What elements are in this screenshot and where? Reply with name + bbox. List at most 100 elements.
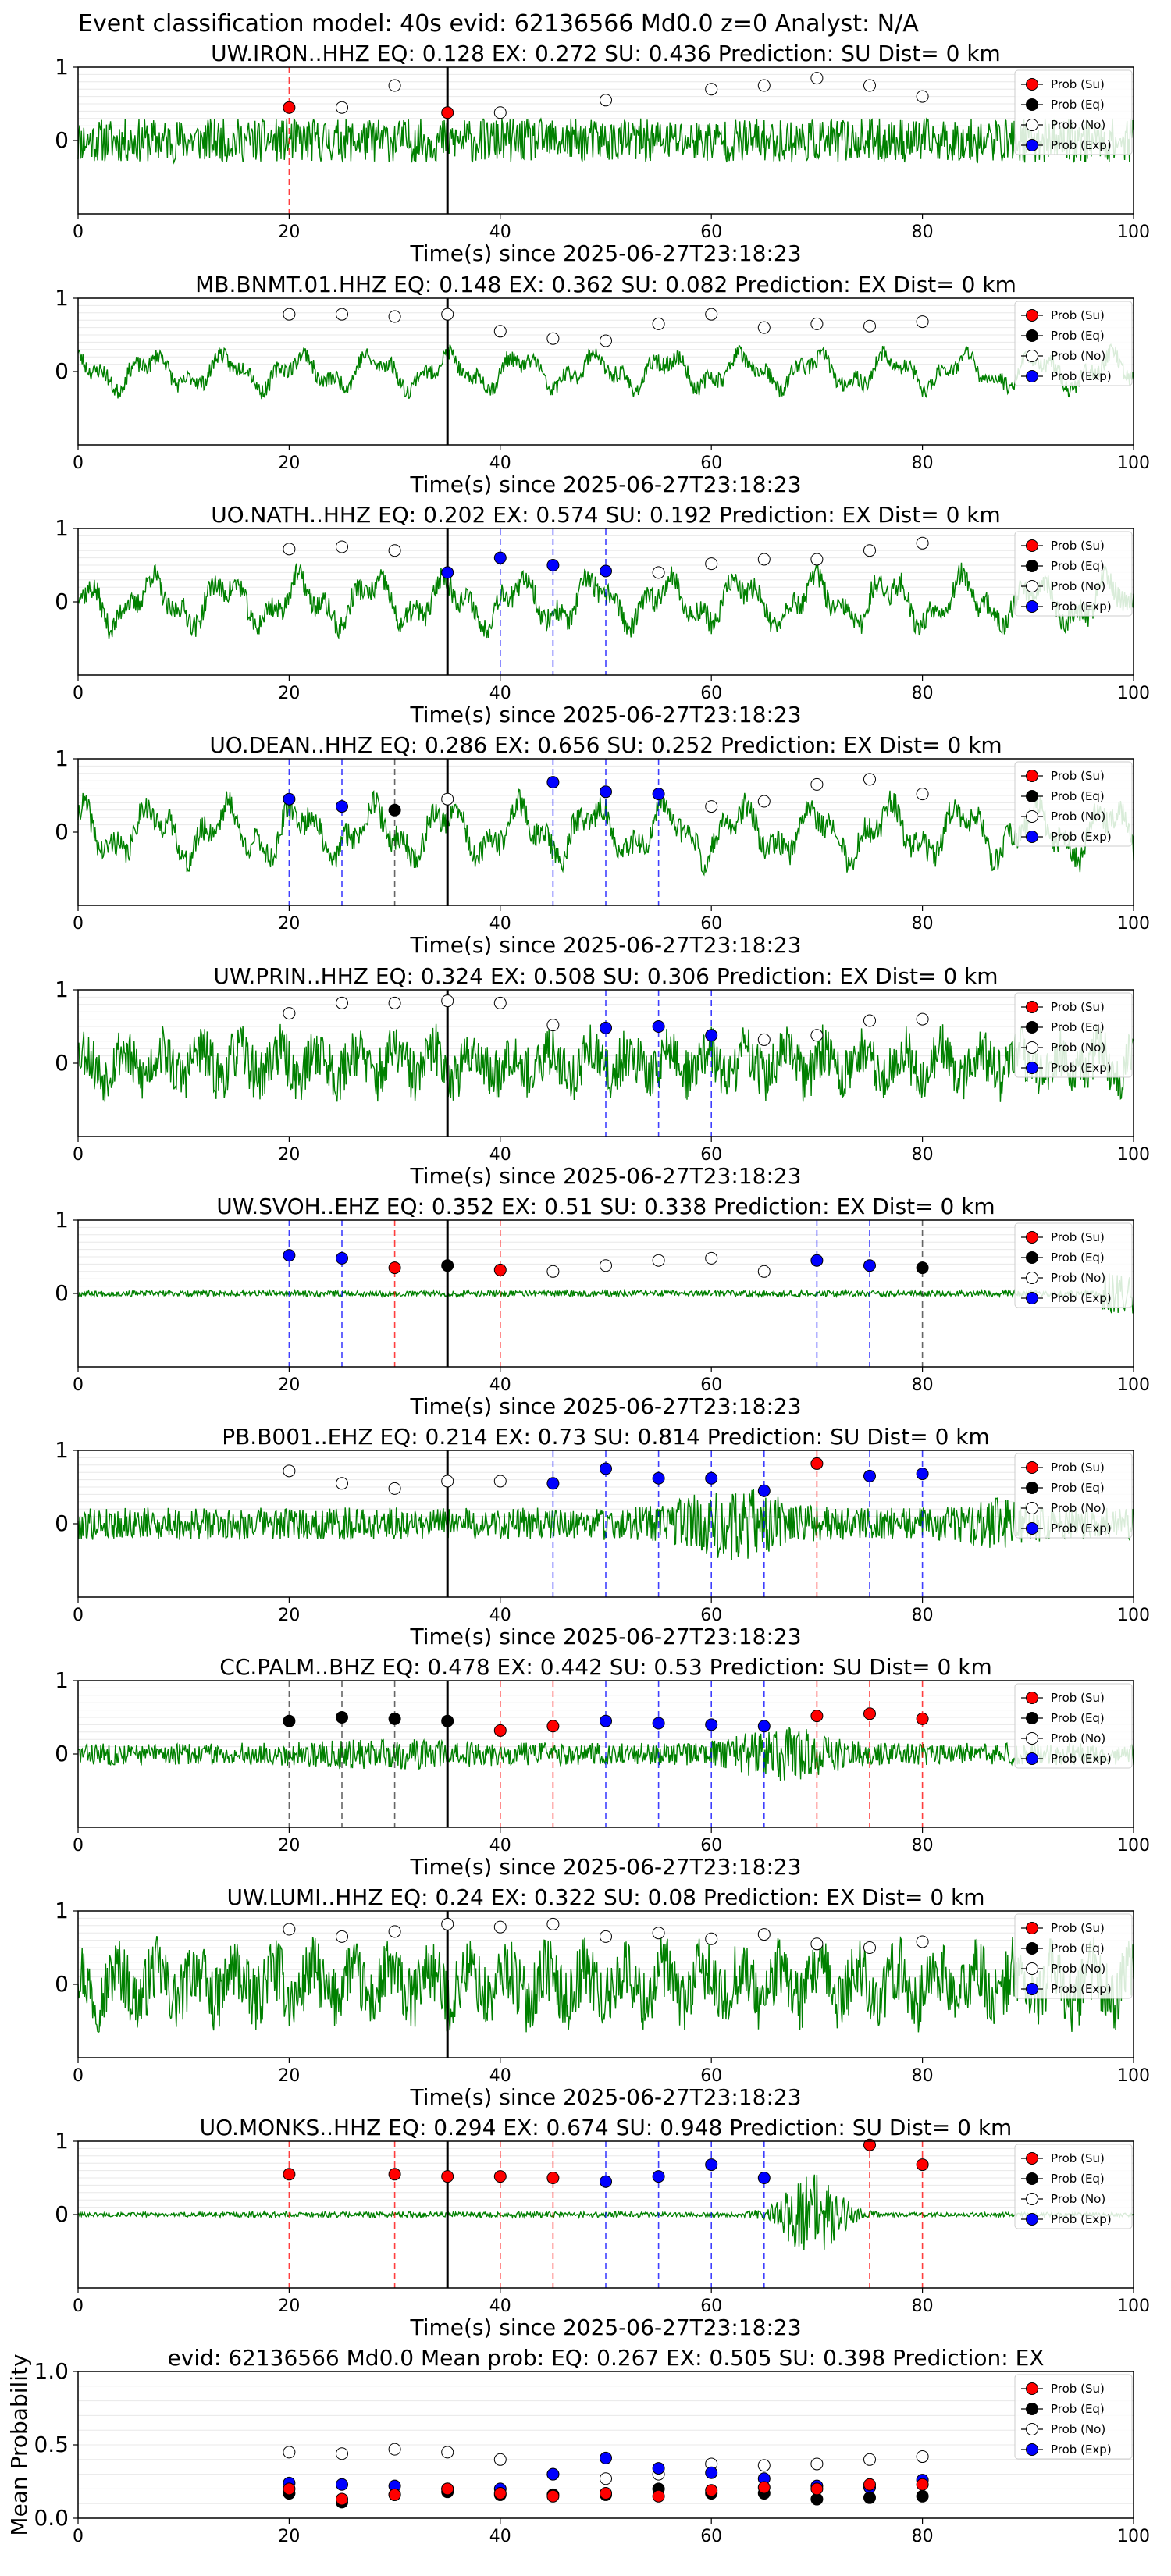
x-tick-label: 80 <box>912 914 934 934</box>
prob-point-eq <box>916 1261 929 1275</box>
prob-point-exp <box>336 1251 348 1265</box>
legend-label: Prob (No) <box>1051 2192 1105 2206</box>
axes-frame <box>77 1219 1134 1368</box>
y-tick-label: 0 <box>55 1510 69 1536</box>
y-tick-label: 0 <box>55 1971 69 1997</box>
legend-box <box>1014 531 1133 617</box>
prob-point-no <box>600 1259 612 1272</box>
y-tick-label: 1 <box>55 54 69 80</box>
x-tick-label: 80 <box>912 1145 934 1165</box>
legend-label: Prob (Exp) <box>1051 1982 1112 1996</box>
legend-marker <box>1026 1292 1038 1304</box>
legend-box <box>1014 2374 1133 2460</box>
x-axis-label: Time(s) since 2025-06-27T23:18:23 <box>409 1624 801 1649</box>
x-tick-label: 20 <box>278 2527 300 2546</box>
x-tick-label: 20 <box>278 1836 300 1856</box>
panel-title: MB.BNMT.01.HHZ EQ: 0.148 EX: 0.362 SU: 0… <box>195 272 1016 297</box>
prob-point-no <box>810 1029 824 1042</box>
prob-point-no <box>863 79 876 92</box>
mean-point-no <box>600 2472 612 2485</box>
panel-11: evid: 62136566 Md0.0 Mean prob: EQ: 0.26… <box>6 2345 1150 2546</box>
legend-label: Prob (Su) <box>1051 77 1105 91</box>
prob-point-exp <box>441 566 454 579</box>
prob-point-exp <box>493 551 507 564</box>
legend-marker <box>1026 810 1038 823</box>
prob-point-exp <box>705 1471 718 1485</box>
x-tick-label: 40 <box>489 1606 511 1625</box>
waveform-trace <box>77 343 1134 400</box>
prob-point-no <box>388 79 401 92</box>
prob-point-su <box>863 2138 876 2151</box>
prob-point-no <box>810 553 824 566</box>
legend-label: Prob (Eq) <box>1051 1020 1105 1034</box>
prob-point-no <box>705 800 718 813</box>
legend-marker <box>1026 2382 1038 2395</box>
prob-point-exp <box>757 2172 771 2184</box>
legend-marker <box>1026 1001 1038 1013</box>
y-tick-label: 1 <box>55 285 69 311</box>
x-tick-label: 60 <box>700 1836 722 1856</box>
axes-frame <box>77 2371 1134 2519</box>
axes-frame <box>77 2140 1134 2289</box>
legend-label: Prob (Su) <box>1051 2151 1105 2165</box>
y-tick-label: 1 <box>55 977 69 1002</box>
legend-marker <box>1026 139 1038 151</box>
legend-marker <box>1026 1752 1038 1765</box>
legend-label: Prob (Eq) <box>1051 329 1105 343</box>
mean-point-su <box>600 2487 612 2500</box>
legend-label: Prob (Su) <box>1051 1691 1105 1705</box>
panels-group: UW.IRON..HHZ EQ: 0.128 EX: 0.272 SU: 0.4… <box>6 41 1150 2546</box>
prob-point-no <box>916 1935 929 1948</box>
legend-marker <box>1026 1231 1038 1244</box>
legend-label: Prob (No) <box>1051 809 1105 824</box>
axes-frame <box>77 297 1134 446</box>
x-tick-label: 80 <box>912 2066 934 2086</box>
prob-point-exp <box>600 1021 612 1034</box>
y-tick-label: 0 <box>55 127 69 153</box>
prob-point-no <box>810 777 824 791</box>
legend-label: Prob (No) <box>1051 2422 1105 2436</box>
prob-point-no <box>441 1917 454 1930</box>
prob-point-exp <box>600 2175 612 2188</box>
panel-title: UW.SVOH..EHZ EQ: 0.352 EX: 0.51 SU: 0.33… <box>216 1194 995 1219</box>
mean-point-su <box>810 2482 824 2496</box>
prob-point-exp <box>863 1259 876 1272</box>
prob-point-su <box>916 2158 929 2172</box>
legend-marker <box>1026 78 1038 91</box>
prob-point-no <box>757 321 771 334</box>
prob-point-no <box>863 1941 876 1954</box>
legend-label: Prob (No) <box>1051 1501 1105 1515</box>
prob-point-no <box>388 310 401 323</box>
panel-title: PB.B001..EHZ EQ: 0.214 EX: 0.73 SU: 0.81… <box>222 1424 990 1450</box>
prob-point-su <box>493 2170 507 2183</box>
legend-box <box>1014 1913 1133 1999</box>
prob-point-no <box>283 308 296 321</box>
y-tick-label: 0.5 <box>34 2432 69 2457</box>
x-axis-label: Time(s) since 2025-06-27T23:18:23 <box>409 240 801 266</box>
legend-marker <box>1026 1482 1038 1494</box>
legend-marker <box>1026 2152 1038 2165</box>
prob-point-no <box>441 308 454 321</box>
mean-point-no <box>810 2457 824 2471</box>
legend-marker <box>1026 1461 1038 1474</box>
mean-point-su <box>493 2487 507 2500</box>
legend-label: Prob (Exp) <box>1051 830 1112 844</box>
legend-marker <box>1026 1922 1038 1934</box>
legend-marker <box>1026 2423 1038 2435</box>
axes-frame <box>77 1680 1134 1828</box>
legend-box <box>1014 992 1133 1078</box>
prob-point-no <box>757 795 771 808</box>
prob-point-no <box>916 788 929 801</box>
mean-point-su <box>336 2492 348 2506</box>
y-tick-label: 0 <box>55 2201 69 2227</box>
prob-point-no <box>863 773 876 786</box>
x-axis-label: Time(s) since 2025-06-27T23:18:23 <box>409 932 801 958</box>
mean-point-su <box>757 2481 771 2494</box>
legend-label: Prob (Exp) <box>1051 369 1112 383</box>
legend-box <box>1014 761 1133 847</box>
legend-label: Prob (No) <box>1051 579 1105 593</box>
prob-point-exp <box>705 1718 718 1731</box>
legend-marker <box>1026 1962 1038 1975</box>
axes-frame <box>77 66 1134 215</box>
x-tick-label: 100 <box>1117 454 1150 473</box>
